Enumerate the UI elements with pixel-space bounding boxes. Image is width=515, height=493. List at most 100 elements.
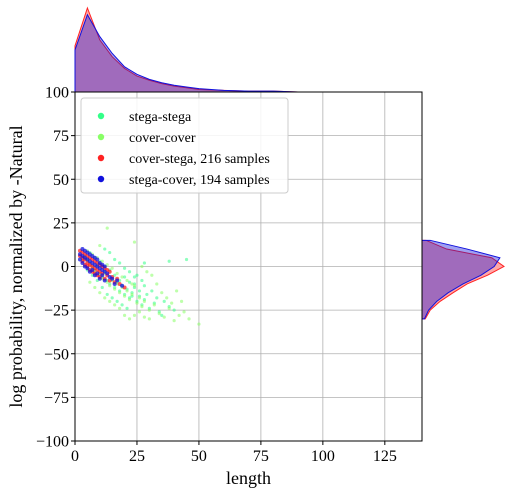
data-point — [110, 266, 114, 270]
data-point — [135, 301, 139, 305]
data-point — [184, 257, 189, 262]
data-point — [152, 303, 156, 307]
y-tick-label: 100 — [45, 85, 69, 102]
data-point — [142, 284, 146, 288]
data-point — [147, 317, 151, 321]
data-point — [98, 243, 102, 248]
data-point — [165, 296, 169, 300]
data-point — [170, 301, 174, 305]
scatter-points — [77, 226, 201, 326]
data-point — [172, 308, 176, 312]
data-point — [145, 270, 149, 274]
y-tick-label: 75 — [53, 128, 69, 145]
data-point — [155, 296, 159, 300]
data-point — [80, 261, 85, 266]
data-point — [98, 291, 102, 295]
legend-marker — [97, 175, 105, 183]
data-point — [103, 247, 107, 251]
data-point — [115, 299, 119, 303]
marginal-y-density — [421, 239, 501, 320]
data-point — [77, 257, 82, 262]
x-tick-label: 25 — [129, 448, 145, 465]
y-tick-label: −75 — [44, 390, 69, 407]
data-point — [142, 261, 146, 265]
data-point — [120, 283, 125, 288]
data-point — [130, 292, 134, 297]
data-point — [115, 271, 119, 276]
data-point — [127, 317, 132, 321]
data-point — [122, 294, 127, 298]
data-point — [132, 275, 137, 279]
data-point — [162, 299, 166, 303]
data-point — [187, 317, 191, 321]
data-point — [160, 313, 164, 317]
y-tick-label: −50 — [44, 346, 69, 363]
data-point — [110, 296, 114, 300]
data-point — [122, 275, 127, 279]
legend: stega-stega cover-cover cover-stega, 216 s… — [80, 97, 289, 194]
x-axis-label: length — [226, 468, 271, 488]
data-point — [110, 276, 115, 281]
data-point — [113, 303, 117, 307]
data-point — [108, 250, 112, 255]
x-tick-label: 50 — [191, 448, 207, 465]
y-tick-label: 0 — [61, 259, 69, 276]
legend-box — [80, 97, 289, 194]
data-point — [150, 273, 154, 277]
data-point — [140, 305, 144, 309]
marginal-x-density — [74, 13, 422, 93]
data-point — [132, 240, 137, 244]
data-point — [102, 264, 107, 269]
data-point — [182, 310, 186, 314]
data-point — [125, 289, 129, 293]
y-axis-label: log probability, normalized by -Natural — [6, 125, 26, 407]
data-point — [105, 271, 110, 276]
data-point — [127, 298, 132, 302]
data-point — [113, 257, 117, 262]
data-point — [132, 284, 137, 288]
x-tick-label: 100 — [311, 448, 335, 465]
data-point — [160, 291, 164, 295]
legend-marker — [97, 154, 105, 162]
legend-marker — [97, 112, 105, 120]
data-point — [167, 306, 171, 310]
data-point — [142, 315, 146, 319]
data-point — [122, 266, 127, 270]
legend-marker — [97, 133, 105, 141]
data-point — [137, 296, 142, 300]
data-point — [122, 313, 127, 317]
data-point — [103, 296, 107, 300]
x-tick-label: 0 — [71, 448, 79, 465]
data-point — [118, 291, 122, 295]
data-point — [145, 292, 149, 297]
data-point — [105, 292, 109, 297]
data-point — [197, 322, 201, 326]
y-tick-label: 25 — [53, 215, 69, 232]
data-point — [125, 306, 129, 310]
x-tick-label: 125 — [373, 448, 397, 465]
data-point — [172, 318, 176, 323]
x-axis-ticks: 0 25 50 75 100 125 — [71, 441, 397, 465]
data-point — [135, 273, 139, 277]
data-point — [118, 261, 122, 265]
y-tick-label: 50 — [53, 172, 69, 189]
data-point — [179, 299, 184, 303]
y-axis-ticks: −100 −75 −50 −25 0 25 50 75 100 — [36, 85, 75, 451]
data-point — [100, 273, 105, 278]
data-point — [108, 284, 112, 288]
data-point — [112, 281, 117, 286]
data-point — [155, 282, 159, 286]
data-point — [113, 287, 117, 291]
data-point — [137, 310, 142, 314]
data-point — [162, 315, 166, 319]
data-point — [142, 299, 146, 303]
data-point — [175, 289, 179, 293]
data-point — [93, 285, 97, 290]
data-point — [140, 278, 144, 283]
data-point — [95, 271, 100, 276]
data-point — [100, 285, 104, 290]
data-point — [132, 313, 137, 317]
data-point — [127, 270, 132, 274]
data-point — [115, 278, 120, 283]
